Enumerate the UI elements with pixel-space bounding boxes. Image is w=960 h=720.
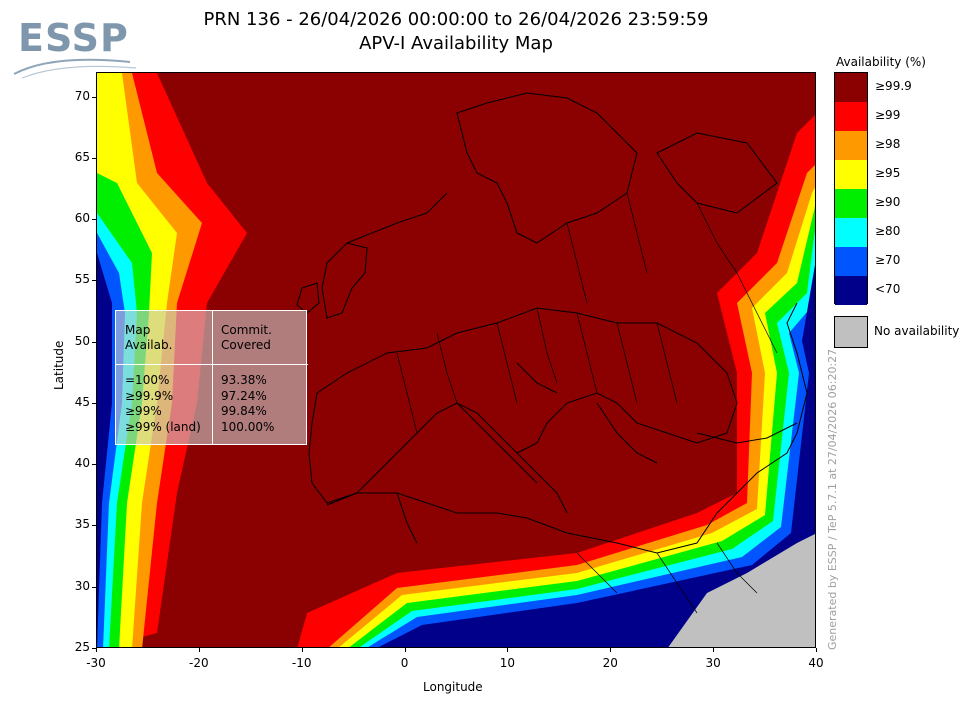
legend-label: ≥95 xyxy=(875,166,901,180)
legend-label: ≥80 xyxy=(875,224,901,238)
x-tick-mark xyxy=(96,648,97,652)
stats-row-value: 93.38% xyxy=(221,373,267,387)
x-tick-mark xyxy=(713,648,715,652)
x-tick-label: -30 xyxy=(86,656,106,670)
logo-swoosh xyxy=(13,58,137,79)
no-availability-label: No availability xyxy=(874,324,960,338)
legend-swatch xyxy=(835,247,867,276)
essp-logo: ESSP xyxy=(12,12,142,82)
x-tick-mark xyxy=(816,648,817,652)
x-tick-label: 30 xyxy=(705,656,721,670)
y-tick-label: 50 xyxy=(74,333,90,348)
stats-head-left: Map Availab. xyxy=(116,311,212,365)
x-tick-mark xyxy=(301,648,303,652)
x-tick-label: 0 xyxy=(400,656,409,670)
y-tick-mark xyxy=(92,586,96,588)
legend-swatch xyxy=(835,102,867,131)
legend-swatch xyxy=(835,131,867,160)
stats-row-value: 100.00% xyxy=(221,419,275,434)
stats-body-left: =100% ≥99.9% ≥99% ≥99% (land) xyxy=(116,365,212,435)
y-tick-label: 45 xyxy=(74,394,90,409)
legend-label: ≥99 xyxy=(875,108,901,122)
title-line-1: PRN 136 - 26/04/2026 00:00:00 to 26/04/2… xyxy=(203,9,709,30)
y-tick-label: 65 xyxy=(74,149,90,164)
stats-col-covered: Commit. Covered 93.38% 97.24% 99.84% 100… xyxy=(212,311,308,444)
y-tick-mark xyxy=(92,157,96,159)
no-availability-swatch xyxy=(834,316,868,348)
no-availability-region xyxy=(668,534,815,647)
stats-row-label: ≥99% (land) xyxy=(125,419,201,434)
x-tick-mark xyxy=(404,648,406,652)
y-tick-label: 70 xyxy=(74,88,90,103)
y-tick-mark xyxy=(92,96,96,98)
stats-head-right-2: Covered xyxy=(221,338,271,352)
y-tick-label: 30 xyxy=(74,578,90,593)
borders xyxy=(396,192,778,614)
y-tick-label: 40 xyxy=(74,456,90,471)
x-tick-label: -10 xyxy=(291,656,312,670)
stats-row-label: ≥99% xyxy=(125,404,162,418)
x-tick-mark xyxy=(610,648,612,652)
x-tick-label: -20 xyxy=(189,656,209,670)
x-axis-title: Longitude xyxy=(423,680,483,694)
title-line-2: APV-I Availability Map xyxy=(359,33,553,54)
legend-label: ≥98 xyxy=(875,137,901,151)
stats-row-value: 99.84% xyxy=(221,404,267,418)
essp-logo-text: ESSP xyxy=(18,16,129,60)
y-tick-mark xyxy=(92,525,96,527)
x-tick-label: 10 xyxy=(499,656,516,670)
stats-row-label: ≥99.9% xyxy=(125,388,174,403)
generated-credit: Generated by ESSP / TeP 5.7.1 at 27/04/2… xyxy=(826,348,839,650)
x-tick-label: 20 xyxy=(602,656,618,670)
y-tick-mark xyxy=(92,402,96,404)
y-tick-mark xyxy=(92,280,96,282)
y-tick-label: 35 xyxy=(74,517,90,532)
x-tick-mark xyxy=(507,648,509,652)
legend-swatch xyxy=(835,218,867,247)
stats-row-label: =100% xyxy=(125,373,170,387)
legend-label: ≥90 xyxy=(875,195,901,209)
map-title: PRN 136 - 26/04/2026 00:00:00 to 26/04/2… xyxy=(96,8,816,56)
stats-head-left-2: Availab. xyxy=(125,338,173,352)
legend-label: ≥70 xyxy=(875,253,901,267)
x-tick-label: 40 xyxy=(808,656,824,670)
legend-swatch xyxy=(835,73,867,102)
legend-label: ≥99.9 xyxy=(875,79,912,93)
stats-head-right-1: Commit. xyxy=(221,323,272,337)
legend-swatch xyxy=(835,160,867,189)
legend-label: <70 xyxy=(875,282,901,296)
y-tick-mark xyxy=(92,219,96,221)
y-tick-mark xyxy=(92,464,96,466)
legend-color-scale xyxy=(834,72,868,305)
y-axis-title: Latitude xyxy=(52,340,66,390)
stats-col-availability: Map Availab. =100% ≥99.9% ≥99% ≥99% (lan… xyxy=(116,311,213,444)
y-tick-label: 25 xyxy=(74,640,90,654)
legend-title: Availability (%) xyxy=(836,55,926,69)
y-tick-mark xyxy=(92,341,96,343)
y-tick-label: 55 xyxy=(74,272,90,287)
stats-head-right: Commit. Covered xyxy=(212,311,308,365)
legend-swatch xyxy=(835,189,867,218)
band-west-navy xyxy=(97,253,112,647)
x-tick-mark xyxy=(198,648,200,652)
stats-row-value: 97.24% xyxy=(221,388,267,403)
stats-body-right: 93.38% 97.24% 99.84% 100.00% xyxy=(212,365,308,435)
coverage-stats-table: Map Availab. =100% ≥99.9% ≥99% ≥99% (lan… xyxy=(115,310,308,445)
y-tick-label: 60 xyxy=(74,211,90,226)
y-tick-mark xyxy=(92,648,96,649)
legend-swatch xyxy=(835,276,867,305)
stats-head-left-1: Map xyxy=(125,323,151,337)
